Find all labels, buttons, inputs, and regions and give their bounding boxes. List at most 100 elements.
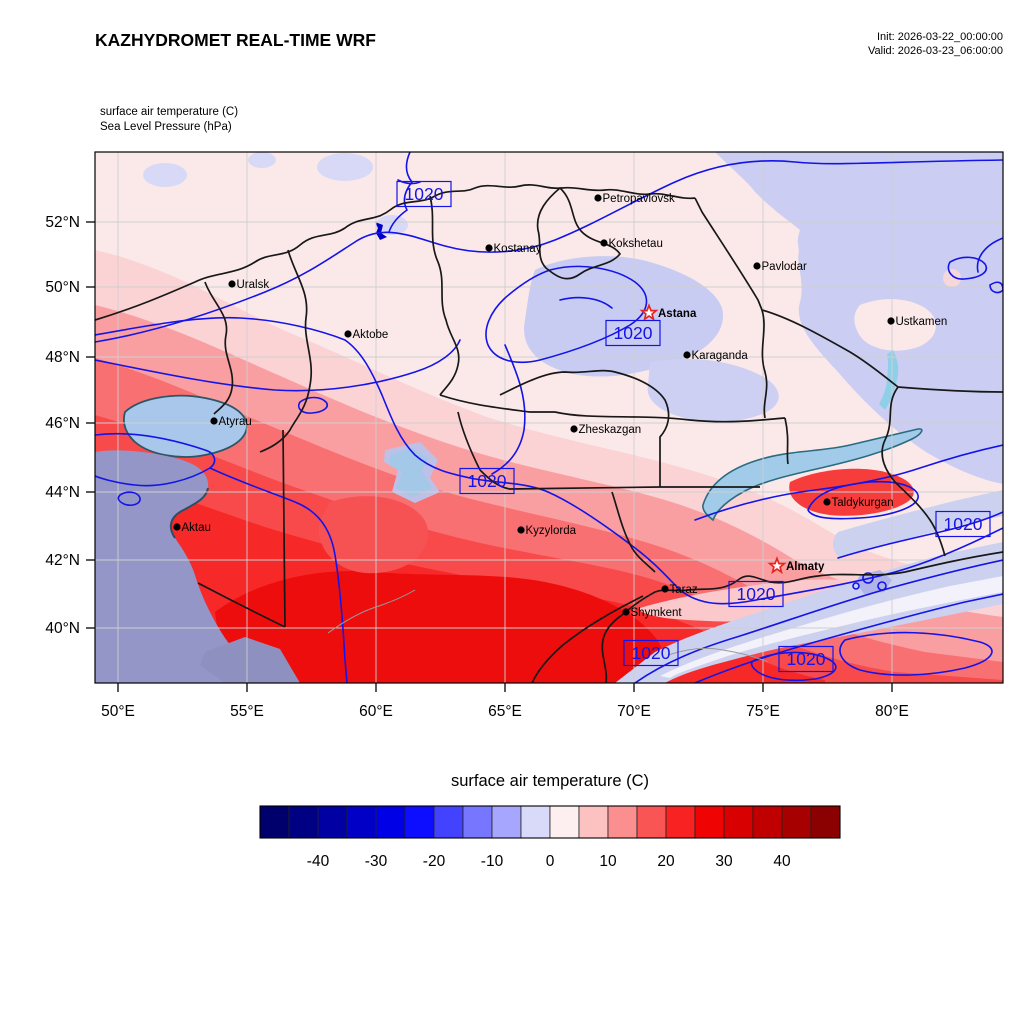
- city-dot-icon: [228, 280, 236, 288]
- city-label: Aktobe: [353, 329, 389, 341]
- pressure-contours: [95, 152, 1003, 683]
- city-label: Aktau: [182, 522, 211, 534]
- map-frame: [94, 151, 1004, 684]
- axis-ticks: 50°E 55°E 60°E 65°E 70°E 75°E 80°E 52°N 50°N 48°N…: [45, 214, 909, 720]
- capital-star-icon: [767, 556, 787, 575]
- legend-color-cell: [462, 805, 493, 839]
- legend-color-cell: [607, 805, 638, 839]
- city-dot-icon: [210, 417, 218, 425]
- y-axis-tick-label: 52°N: [45, 214, 80, 231]
- legend-color-cell: [752, 805, 783, 839]
- x-axis-tick-label: 75°E: [746, 703, 780, 720]
- legend-color-cell: [346, 805, 377, 839]
- variable-subtitle: surface air temperature (C) Sea Level Pr…: [100, 105, 238, 135]
- city-label: Taldykurgan: [832, 497, 894, 509]
- isobar-label: 1020: [468, 471, 507, 491]
- city-label: Petropavlovsk: [603, 193, 675, 205]
- city-dot-icon: [683, 351, 691, 359]
- legend-color-cell: [259, 805, 290, 839]
- isobar-label: 1020: [737, 584, 776, 604]
- isobar-label: 1020: [632, 643, 671, 663]
- legend-color-cell: [317, 805, 348, 839]
- x-axis-tick-label: 80°E: [875, 703, 909, 720]
- city-label: Almaty: [786, 561, 825, 573]
- legend-tick-label: 40: [773, 853, 791, 870]
- city-dot-icon: [594, 194, 602, 202]
- init-time: Init: 2026-03-22_00:00:00: [877, 31, 1003, 43]
- legend-frame: [259, 805, 841, 839]
- legend-color-cell: [723, 805, 754, 839]
- isobar-label-box: [459, 467, 515, 495]
- isobar-label-box: [605, 319, 661, 347]
- x-axis-tick-label: 70°E: [617, 703, 651, 720]
- legend-color-cell: [491, 805, 522, 839]
- isobar-label: 1020: [787, 649, 826, 669]
- city-label: Uralsk: [237, 279, 270, 291]
- city-label: Zheskazgan: [579, 424, 642, 436]
- city-label: Kyzylorda: [526, 525, 577, 537]
- city-dot-icon: [570, 425, 578, 433]
- y-axis-tick-label: 48°N: [45, 349, 80, 366]
- legend-tick-label: 0: [546, 853, 555, 870]
- legend-color-cell: [288, 805, 319, 839]
- legend-color-cell: [578, 805, 609, 839]
- y-axis-tick-label: 46°N: [45, 415, 80, 432]
- city-label: Taraz: [670, 584, 698, 596]
- city-dot-icon: [622, 608, 630, 616]
- city-label: Karaganda: [692, 350, 749, 362]
- valid-time: Valid: 2026-03-23_06:00:00: [868, 45, 1003, 57]
- legend-colorbar: -40 -30 -20 -10 0 10 20 30 40: [259, 805, 841, 870]
- city-label: Ustkamen: [896, 316, 948, 328]
- city-dot-icon: [753, 262, 761, 270]
- capital-star-icon: [639, 303, 659, 322]
- y-axis-tick-label: 44°N: [45, 484, 80, 501]
- isobar-label-box: [396, 180, 452, 208]
- city-dot-icon: [485, 244, 493, 252]
- legend-color-cell: [404, 805, 435, 839]
- x-axis-tick-label: 65°E: [488, 703, 522, 720]
- city-dot-icon: [173, 523, 181, 531]
- isobar-label-box: [935, 510, 991, 538]
- foreign-borders: [327, 589, 769, 663]
- legend-color-cell: [636, 805, 667, 839]
- city-dot-icon: [823, 498, 831, 506]
- legend-color-cell: [810, 805, 841, 839]
- legend-color-cell: [433, 805, 464, 839]
- legend-tick-label: 30: [715, 853, 733, 870]
- city-dot-icon: [887, 317, 895, 325]
- y-axis-tick-label: 42°N: [45, 552, 80, 569]
- isobar-label: 1020: [614, 323, 653, 343]
- legend-tick-label: -30: [365, 853, 388, 870]
- city-layer: Petropavlovsk Kokshetau Kostanay Pavlodar Ur…: [173, 193, 947, 619]
- legend-color-cell: [694, 805, 725, 839]
- run-times: Init: 2026-03-22_00:00:00 Valid: 2026-03…: [700, 30, 1003, 58]
- legend-color-cell: [549, 805, 580, 839]
- legend-tick-label: -20: [423, 853, 446, 870]
- city-dot-icon: [661, 585, 669, 593]
- city-label: Kostanay: [494, 243, 542, 255]
- legend-tick-label: -10: [481, 853, 504, 870]
- city-label: Shymkent: [631, 607, 683, 619]
- page-title: KAZHYDROMET REAL-TIME WRF: [95, 30, 376, 50]
- city-label: Pavlodar: [762, 261, 808, 273]
- isobar-label: 1020: [944, 514, 983, 534]
- city-dot-icon: [600, 239, 608, 247]
- x-axis-tick-label: 55°E: [230, 703, 264, 720]
- y-axis-tick-label: 40°N: [45, 620, 80, 637]
- legend-color-cell: [781, 805, 812, 839]
- city-label: Kokshetau: [609, 238, 663, 250]
- legend-tick-label: 20: [657, 853, 675, 870]
- legend-tick-label: -40: [307, 853, 330, 870]
- legend-tick-label: 10: [599, 853, 617, 870]
- isobar-label-box: [778, 645, 834, 673]
- subtitle-temperature: surface air temperature (C): [100, 106, 239, 118]
- x-axis-tick-label: 60°E: [359, 703, 393, 720]
- city-label: Astana: [658, 308, 697, 320]
- y-axis-tick-label: 50°N: [45, 279, 80, 296]
- city-dot-icon: [344, 330, 352, 338]
- isobar-label: 1020: [405, 184, 444, 204]
- legend-color-cell: [665, 805, 696, 839]
- pressure-label-layer: 1020 1020 1020 1020 1020 1020 1020: [396, 180, 991, 673]
- city-label: Atyrau: [219, 416, 252, 428]
